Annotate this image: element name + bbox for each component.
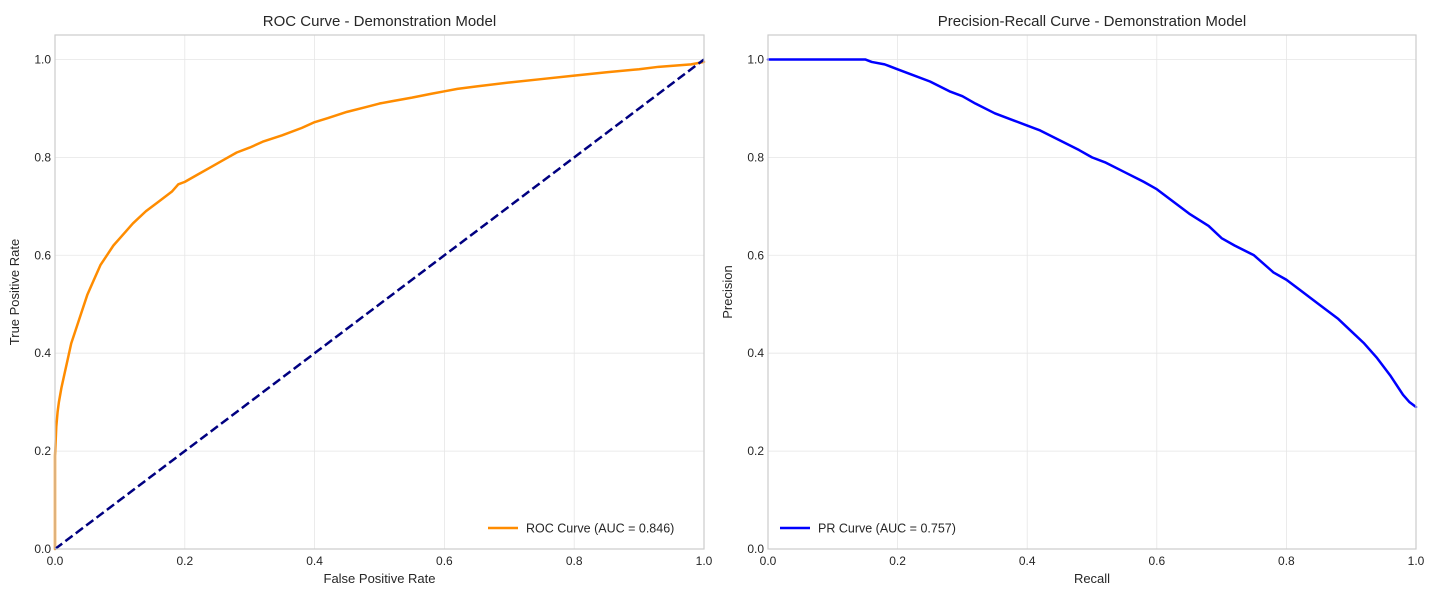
pr-y-axis-label: Precision bbox=[720, 265, 735, 318]
roc-chart-panel: 0.0 0.2 0.4 0.6 0.8 1.0 0.0 0.2 0.4 0.6 0.8 1.0 ROC … bbox=[7, 13, 713, 586]
roc-series-diagonal-line bbox=[54, 58, 705, 550]
pr-y-tick-label: 1.0 bbox=[747, 52, 764, 66]
roc-x-tick-label: 0.2 bbox=[176, 554, 193, 568]
pr-chart-panel: 0.0 0.2 0.4 0.6 0.8 1.0 0.0 0.2 0.4 0.6 0.8 1.0 Prec… bbox=[720, 13, 1425, 586]
pr-x-tick-label: 0.4 bbox=[1019, 554, 1036, 568]
roc-plot-frame bbox=[54, 34, 705, 550]
roc-y-tick-label: 0.0 bbox=[34, 542, 51, 556]
roc-x-tick-label: 0.4 bbox=[306, 554, 323, 568]
pr-chart-title: Precision-Recall Curve - Demonstration M… bbox=[938, 13, 1246, 30]
roc-y-tick-label: 1.0 bbox=[34, 52, 51, 66]
roc-y-tick-label: 0.4 bbox=[34, 346, 51, 360]
pr-y-tick-label: 0.8 bbox=[747, 150, 764, 164]
roc-y-tick-label: 0.8 bbox=[34, 150, 51, 164]
roc-chart-title: ROC Curve - Demonstration Model bbox=[263, 13, 496, 30]
pr-y-tick-label: 0.0 bbox=[747, 542, 764, 556]
roc-plot-area bbox=[55, 35, 704, 549]
roc-x-tick-label: 0.8 bbox=[566, 554, 583, 568]
pr-x-tick-label: 0.2 bbox=[889, 554, 906, 568]
pr-plot-area bbox=[768, 35, 1416, 549]
pr-y-tick-label: 0.4 bbox=[747, 346, 764, 360]
pr-legend-label: PR Curve (AUC = 0.757) bbox=[818, 522, 956, 536]
pr-x-tick-label: 0.8 bbox=[1278, 554, 1295, 568]
roc-y-axis-label: True Positive Rate bbox=[7, 239, 22, 345]
pr-x-tick-label: 0.0 bbox=[760, 554, 777, 568]
pr-x-tick-label: 1.0 bbox=[1408, 554, 1425, 568]
roc-x-tick-label: 0.6 bbox=[436, 554, 453, 568]
roc-y-tick-label: 0.6 bbox=[34, 248, 51, 262]
roc-x-tick-label: 1.0 bbox=[696, 554, 713, 568]
roc-x-axis-label: False Positive Rate bbox=[324, 571, 436, 586]
roc-legend-label: ROC Curve (AUC = 0.846) bbox=[526, 522, 674, 536]
pr-x-axis-label: Recall bbox=[1074, 571, 1110, 586]
roc-series-curve bbox=[53, 60, 706, 551]
pr-plot-frame bbox=[767, 34, 1417, 550]
pr-x-tick-label: 0.6 bbox=[1148, 554, 1165, 568]
pr-y-tick-label: 0.6 bbox=[747, 248, 764, 262]
pr-y-tick-label: 0.2 bbox=[747, 444, 764, 458]
roc-y-tick-label: 0.2 bbox=[34, 444, 51, 458]
pr-series-curve bbox=[766, 58, 1418, 409]
roc-x-tick-label: 0.0 bbox=[47, 554, 64, 568]
